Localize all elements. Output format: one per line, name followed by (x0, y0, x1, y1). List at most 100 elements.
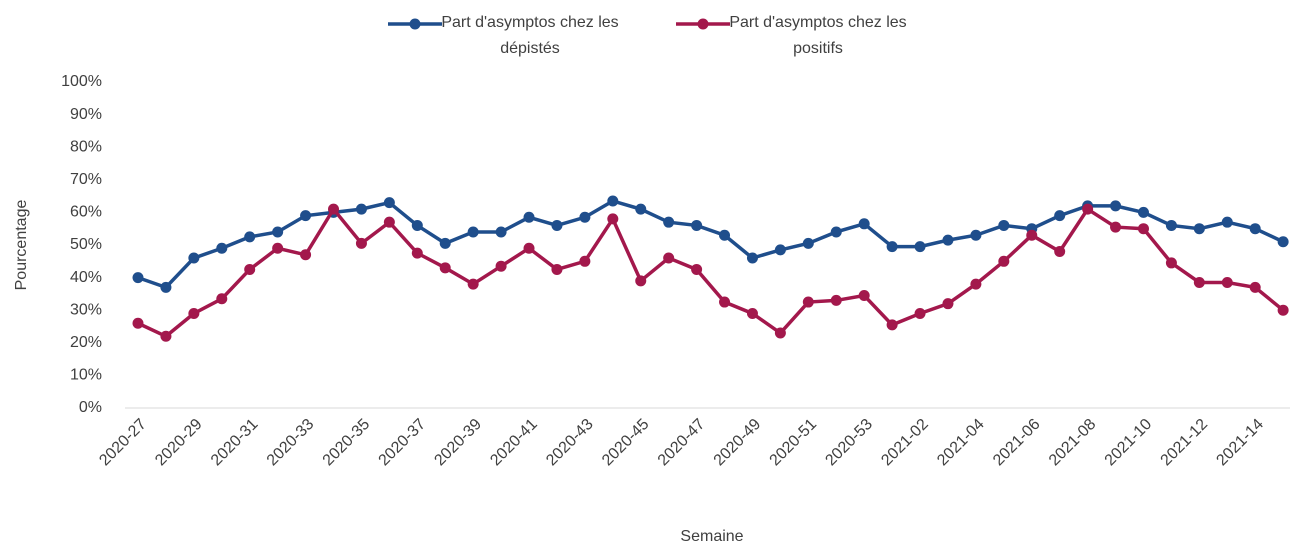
data-point (858, 290, 870, 302)
y-tick-label: 50% (70, 236, 102, 253)
x-tick-label: 2020-37 (376, 416, 430, 470)
data-point (1193, 276, 1205, 288)
data-point (774, 244, 786, 256)
y-tick-label: 90% (70, 106, 102, 123)
data-point (663, 216, 675, 228)
data-point (719, 296, 731, 308)
y-tick-label: 100% (61, 73, 102, 90)
data-point (272, 226, 284, 238)
data-point (1165, 219, 1177, 231)
data-point (914, 307, 926, 319)
data-point (1277, 236, 1289, 248)
data-point (1054, 246, 1066, 258)
y-tick-label: 40% (70, 269, 102, 286)
data-point (272, 242, 284, 254)
data-point (886, 241, 898, 253)
y-tick-label: 10% (70, 367, 102, 384)
data-point (607, 195, 619, 207)
data-point (830, 294, 842, 306)
data-point (383, 197, 395, 209)
x-tick-label: 2020-45 (599, 416, 653, 470)
x-tick-label: 2020-27 (96, 416, 150, 470)
data-point (635, 275, 647, 287)
y-tick-label: 80% (70, 138, 102, 155)
data-point (802, 237, 814, 249)
data-point (411, 247, 423, 259)
data-point (774, 327, 786, 339)
data-point (1110, 200, 1122, 212)
x-axis-label: Semaine (680, 528, 743, 545)
data-point (216, 293, 228, 305)
data-point (1054, 210, 1066, 222)
y-tick-label: 30% (70, 301, 102, 318)
data-point (719, 229, 731, 241)
data-point (188, 252, 200, 264)
data-point (523, 211, 535, 223)
data-point (746, 307, 758, 319)
x-tick-label: 2021-14 (1213, 416, 1267, 470)
x-tick-label: 2020-33 (264, 416, 318, 470)
data-point (160, 281, 172, 293)
data-point (132, 317, 144, 329)
legend-marker (409, 18, 421, 30)
data-point (1193, 223, 1205, 235)
legend-label: Part d'asymptos chez les positifs (729, 14, 907, 57)
data-point (1137, 223, 1149, 235)
legend-label: Part d'asymptos chez les dépistés (441, 14, 619, 57)
data-point (523, 242, 535, 254)
data-point (802, 296, 814, 308)
x-tick-label: 2020-35 (320, 416, 374, 470)
x-tick-label: 2020-53 (822, 416, 876, 470)
data-point (551, 219, 563, 231)
legend-marker (697, 18, 709, 30)
data-point (830, 226, 842, 238)
data-point (383, 216, 395, 228)
x-tick-label: 2020-51 (767, 416, 821, 470)
data-point (914, 241, 926, 253)
data-point (998, 219, 1010, 231)
data-point (886, 319, 898, 331)
data-point (160, 330, 172, 342)
data-point (1026, 229, 1038, 241)
x-tick-label: 2021-10 (1102, 416, 1156, 470)
data-point (691, 263, 703, 275)
data-point (1082, 203, 1094, 215)
data-point (551, 263, 563, 275)
data-point (998, 255, 1010, 267)
data-point (663, 252, 675, 264)
y-tick-label: 0% (79, 399, 102, 416)
x-tick-label: 2020-39 (431, 416, 485, 470)
data-point (607, 213, 619, 225)
y-tick-label: 70% (70, 171, 102, 188)
data-point (970, 229, 982, 241)
data-point (579, 255, 591, 267)
data-point (942, 298, 954, 310)
data-point (216, 242, 228, 254)
x-tick-label: 2021-04 (934, 416, 988, 470)
y-axis-label: Pourcentage (13, 200, 30, 291)
data-point (132, 272, 144, 284)
x-tick-label: 2020-41 (487, 416, 541, 470)
data-point (635, 203, 647, 215)
series-line (137, 206, 1285, 339)
data-point (411, 219, 423, 231)
x-tick-label: 2021-06 (990, 416, 1044, 470)
data-point (439, 262, 451, 274)
data-point (300, 249, 312, 261)
data-point (495, 260, 507, 272)
data-point (188, 307, 200, 319)
x-tick-label: 2021-02 (878, 416, 932, 470)
x-tick-label: 2021-12 (1158, 416, 1212, 470)
data-point (579, 211, 591, 223)
data-point (355, 237, 367, 249)
data-point (1137, 206, 1149, 218)
data-point (1165, 257, 1177, 269)
data-point (1110, 221, 1122, 233)
data-point (244, 231, 256, 243)
data-point (467, 278, 479, 290)
x-tick-label: 2020-29 (152, 416, 206, 470)
y-tick-label: 20% (70, 334, 102, 351)
data-point (355, 203, 367, 215)
